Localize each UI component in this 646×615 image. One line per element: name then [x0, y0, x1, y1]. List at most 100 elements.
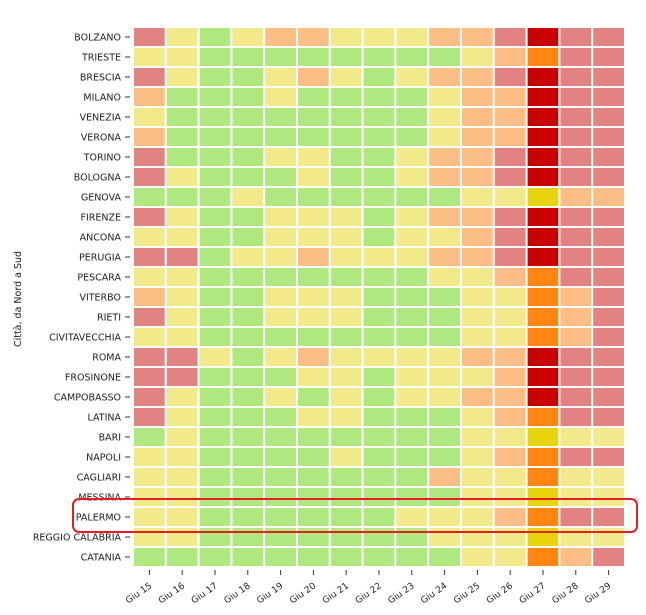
heatmap-cell	[460, 286, 495, 308]
heatmap-cell	[558, 326, 594, 348]
heatmap-cell	[492, 486, 528, 508]
heatmap-cell	[558, 286, 594, 308]
heatmap-cell	[460, 226, 495, 248]
heatmap-cell	[263, 306, 299, 328]
heatmap-cell	[492, 246, 528, 268]
heatmap-cell	[132, 546, 167, 568]
heatmap-cell	[558, 406, 594, 428]
heatmap-cell	[525, 406, 561, 428]
heatmap-cell	[296, 86, 331, 108]
heatmap-cell	[328, 106, 364, 128]
heatmap-cell	[361, 286, 397, 308]
heatmap-cell	[132, 486, 167, 508]
heatmap-cell	[361, 106, 397, 128]
heatmap-cell	[296, 526, 331, 548]
heatmap-cell	[132, 186, 167, 208]
heatmap-cell	[558, 486, 594, 508]
heatmap-cell	[263, 26, 299, 48]
heatmap-cell	[230, 546, 266, 568]
heatmap-cell	[394, 46, 430, 68]
heatmap-cell	[296, 506, 331, 528]
heatmap-cell	[263, 266, 299, 288]
heatmap-cell	[328, 546, 364, 568]
heatmap-cell	[197, 346, 233, 368]
heatmap-cell	[263, 546, 299, 568]
heatmap-cell	[230, 446, 266, 468]
heatmap-cell	[263, 246, 299, 268]
heatmap-cell	[525, 146, 561, 168]
heatmap-cell	[328, 66, 364, 88]
heatmap-cell	[460, 46, 495, 68]
heatmap-cell	[492, 126, 528, 148]
heatmap-cell	[361, 326, 397, 348]
heatmap-cell	[328, 466, 364, 488]
y-tick-label: NAPOLI	[86, 453, 121, 464]
heatmap-cell	[591, 126, 627, 148]
heatmap-cell	[263, 186, 299, 208]
heatmap-cell	[558, 166, 594, 188]
y-tick-label: CAGLIARI	[77, 473, 121, 484]
x-tick-label: Giu 28	[551, 581, 581, 606]
heatmap-cell	[394, 146, 430, 168]
heatmap-cell	[460, 366, 495, 388]
x-tick-label: Giu 23	[387, 581, 417, 606]
heatmap-cell	[164, 106, 200, 128]
heatmap-cell	[132, 326, 167, 348]
heatmap-cell	[460, 66, 495, 88]
heatmap-cell	[591, 306, 627, 328]
heatmap-cell	[230, 466, 266, 488]
heatmap-cell	[460, 186, 495, 208]
heatmap-cell	[164, 166, 200, 188]
heatmap-cell	[460, 426, 495, 448]
heatmap-cell	[230, 126, 266, 148]
y-tick-label: CAMPOBASSO	[54, 393, 121, 404]
heatmap-cell	[591, 506, 627, 528]
heatmap-cell	[394, 226, 430, 248]
heatmap-cell	[427, 486, 463, 508]
heatmap-cell	[263, 366, 299, 388]
heatmap-cell	[460, 306, 495, 328]
heatmap-cell	[263, 386, 299, 408]
heatmap-cell	[492, 426, 528, 448]
heatmap-cell	[230, 66, 266, 88]
heatmap-cell	[591, 326, 627, 348]
heatmap-cell	[263, 526, 299, 548]
heatmap-cell	[361, 266, 397, 288]
heatmap-cell	[492, 406, 528, 428]
heatmap-cell	[296, 386, 331, 408]
heatmap-cell	[394, 366, 430, 388]
heatmap-cell	[394, 66, 430, 88]
heatmap-cell	[525, 206, 561, 228]
heatmap-cell	[132, 386, 167, 408]
heatmap-cell	[164, 266, 200, 288]
heatmap-cell	[230, 486, 266, 508]
heatmap-cell	[296, 206, 331, 228]
heatmap-cell	[427, 286, 463, 308]
heatmap-cell	[132, 246, 167, 268]
x-tick-label: Giu 24	[419, 581, 449, 606]
heatmap-cell	[164, 446, 200, 468]
heatmap-cell	[164, 486, 200, 508]
y-tick-label: FIRENZE	[81, 213, 122, 224]
heatmap-cell	[361, 426, 397, 448]
heatmap-cell	[296, 46, 331, 68]
x-tick-label: Giu 29	[583, 581, 613, 606]
heatmap-cell	[558, 186, 594, 208]
heatmap-cell	[328, 286, 364, 308]
heatmap-cell	[492, 266, 528, 288]
heatmap-cell	[197, 486, 233, 508]
heatmap-cell	[164, 66, 200, 88]
heatmap-cell	[558, 346, 594, 368]
heatmap-cells	[132, 26, 627, 568]
heatmap-cell	[427, 226, 463, 248]
heatmap-cell	[197, 106, 233, 128]
heatmap-cell	[132, 426, 167, 448]
heatmap-cell	[361, 486, 397, 508]
y-tick-label: PERUGIA	[79, 253, 121, 264]
heatmap-cell	[427, 46, 463, 68]
x-tick-label: Giu 25	[452, 581, 482, 606]
heatmap-cell	[525, 166, 561, 188]
heatmap-cell	[394, 166, 430, 188]
heatmap-cell	[427, 146, 463, 168]
heatmap-cell	[230, 166, 266, 188]
